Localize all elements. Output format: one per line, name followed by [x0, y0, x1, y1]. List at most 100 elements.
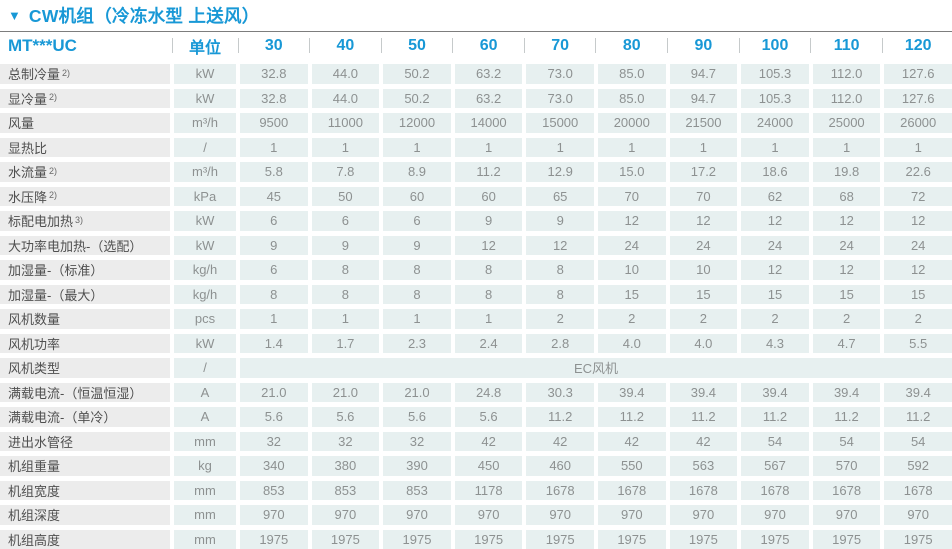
row-label-text: 风机类型	[8, 361, 61, 377]
value-cell: 563	[669, 456, 738, 476]
value-cell: 44.0	[311, 88, 380, 108]
value-cell: 24	[597, 235, 666, 255]
unit-cell: kg/h	[174, 260, 236, 280]
value-cell: 1.7	[311, 333, 380, 353]
value-cell: 1	[812, 137, 881, 157]
unit-cell: kW	[174, 235, 236, 255]
value-cell: 1975	[884, 529, 952, 549]
value-cell: 12	[812, 211, 881, 231]
value-cell: 15	[669, 284, 738, 304]
value-cell: 15	[812, 284, 881, 304]
value-cell: 9	[454, 211, 523, 231]
value-cell: 570	[812, 456, 881, 476]
row-label: 满载电流-（恒温恒湿）	[0, 382, 170, 402]
value-cell: 8	[454, 284, 523, 304]
row-label-text: 总制冷量	[8, 67, 61, 83]
value-cell: 1	[240, 309, 308, 329]
value-cell: 970	[884, 505, 952, 525]
value-cell: 22.6	[884, 162, 952, 182]
row-label-text: 机组深度	[8, 508, 61, 524]
value-cell: 970	[240, 505, 308, 525]
value-cell: 6	[240, 211, 308, 231]
value-cell: 24.8	[454, 382, 523, 402]
row-label-text: 标配电加热	[8, 214, 74, 230]
value-cell: 11.2	[597, 407, 666, 427]
value-cell: 1678	[884, 480, 952, 500]
size-column-header-80: 80	[597, 32, 668, 59]
value-cell: 94.7	[669, 64, 738, 84]
row-label-footnote: 2)	[49, 165, 58, 176]
value-cell: 10	[669, 260, 738, 280]
unit-cell: A	[174, 407, 236, 427]
value-cell: 63.2	[454, 64, 523, 84]
row-label: 进出水管径	[0, 431, 170, 451]
value-cell: 1975	[240, 529, 308, 549]
value-cell: 460	[526, 456, 594, 476]
unit-cell: kPa	[174, 186, 236, 206]
value-cell: 32	[240, 431, 308, 451]
value-cell: 9500	[240, 113, 308, 133]
unit-cell: mm	[174, 431, 236, 451]
value-cell: 4.7	[812, 333, 881, 353]
size-column-header-70: 70	[526, 32, 597, 59]
value-cell: 970	[526, 505, 594, 525]
value-cell: 2	[741, 309, 809, 329]
value-cell: 2	[597, 309, 666, 329]
row-label-text: 满载电流-（单冷）	[8, 410, 117, 426]
value-cell: 2	[884, 309, 952, 329]
unit-cell: mm	[174, 480, 236, 500]
value-cell: 380	[311, 456, 380, 476]
value-cell: 970	[597, 505, 666, 525]
row-label-text: 机组重量	[8, 459, 61, 475]
row-label-text: 加湿量-（标准）	[8, 263, 104, 279]
value-cell: 85.0	[597, 64, 666, 84]
value-cell: 1975	[669, 529, 738, 549]
value-cell: 72	[884, 186, 952, 206]
unit-cell: kW	[174, 333, 236, 353]
row-label: 加湿量-（标准）	[0, 260, 170, 280]
value-cell: 450	[454, 456, 523, 476]
value-cell: 1678	[669, 480, 738, 500]
value-cell: 8	[240, 284, 308, 304]
value-cell: 26000	[884, 113, 952, 133]
row-label-text: 风机功率	[8, 336, 61, 352]
value-cell: 1	[884, 137, 952, 157]
value-cell: 1678	[597, 480, 666, 500]
value-cell: 1975	[812, 529, 881, 549]
value-cell: 11.2	[669, 407, 738, 427]
row-label: 显热比	[0, 137, 170, 157]
row-label: 加湿量-（最大）	[0, 284, 170, 304]
value-cell: 2	[526, 309, 594, 329]
value-cell: 5.6	[454, 407, 523, 427]
value-cell: 5.5	[884, 333, 952, 353]
merged-value-cell: EC风机	[240, 358, 952, 378]
row-label: 总制冷量 2)	[0, 64, 170, 84]
row-label-text: 进出水管径	[8, 434, 74, 450]
value-cell: 390	[383, 456, 451, 476]
value-cell: 1975	[526, 529, 594, 549]
value-cell: 73.0	[526, 88, 594, 108]
model-header: MT***UC	[0, 32, 173, 59]
size-column-header-40: 40	[311, 32, 382, 59]
value-cell: 10	[597, 260, 666, 280]
value-cell: 11.2	[741, 407, 809, 427]
value-cell: 9	[311, 235, 380, 255]
value-cell: 32	[383, 431, 451, 451]
value-cell: 1	[454, 309, 523, 329]
value-cell: 11.2	[526, 407, 594, 427]
value-cell: 21.0	[311, 382, 380, 402]
value-cell: 50.2	[383, 88, 451, 108]
row-label: 机组宽度	[0, 480, 170, 500]
value-cell: 112.0	[812, 64, 881, 84]
value-cell: 42	[526, 431, 594, 451]
value-cell: 12	[526, 235, 594, 255]
value-cell: 8	[526, 260, 594, 280]
row-label-text: 机组高度	[8, 532, 61, 548]
value-cell: 24	[741, 235, 809, 255]
value-cell: 5.6	[383, 407, 451, 427]
value-cell: 4.3	[741, 333, 809, 353]
value-cell: 70	[669, 186, 738, 206]
value-cell: 60	[383, 186, 451, 206]
value-cell: 17.2	[669, 162, 738, 182]
value-cell: 68	[812, 186, 881, 206]
